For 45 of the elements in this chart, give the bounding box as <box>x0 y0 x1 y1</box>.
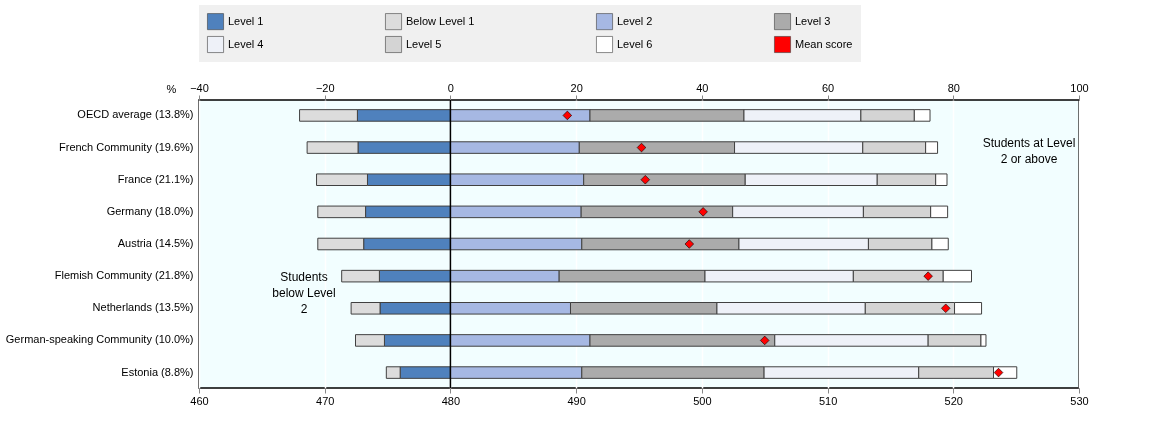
x2-tick-label: −20 <box>315 81 335 94</box>
x2-axis-title: % <box>166 82 177 95</box>
y-tick-label: Netherlands (13.5%) <box>92 301 194 314</box>
x2-tick-label: 80 <box>947 81 960 94</box>
legend-label: Level 1 <box>228 14 264 27</box>
x2-tick-label: 60 <box>821 81 835 94</box>
x2-tick-label: 40 <box>696 81 709 94</box>
legend-label: Level 5 <box>406 37 442 50</box>
x2-tick-label: 0 <box>447 81 454 94</box>
x-tick-label: 500 <box>693 394 712 407</box>
legend-label: Level 6 <box>617 37 653 50</box>
point <box>698 207 708 217</box>
x-tick-label: 530 <box>1070 394 1089 407</box>
point <box>562 110 572 121</box>
point <box>636 142 647 153</box>
legend-label: Below Level 1 <box>406 14 475 27</box>
legend-label: Level 4 <box>228 37 264 50</box>
legend-label: Level 3 <box>795 14 831 27</box>
x-tick-label: 510 <box>818 394 838 407</box>
y-tick-label: French Community (19.6%) <box>59 140 194 153</box>
x2-tick-label: 100 <box>1070 81 1089 94</box>
x-tick-label: 470 <box>316 394 335 407</box>
y-tick-label: OECD average (13.8%) <box>77 108 194 121</box>
point <box>993 367 1004 378</box>
x-tick-label: 520 <box>944 394 963 407</box>
annotation: Students below Level 2 <box>272 270 336 316</box>
x2-tick-label: −40 <box>190 81 209 94</box>
y-tick-label: Estonia (8.8%) <box>121 365 194 378</box>
x2-tick-label: 20 <box>570 81 583 94</box>
x-tick-label: 460 <box>190 394 209 407</box>
legend-label: Mean score <box>795 37 853 50</box>
point <box>760 335 770 346</box>
legend-label: Level 2 <box>617 14 653 27</box>
point <box>640 175 650 185</box>
y-tick-label: France (21.1%) <box>117 172 194 185</box>
y-tick-label: German-speaking Community (10.0%) <box>5 333 194 346</box>
x-tick-label: 490 <box>567 394 586 407</box>
y-tick-label: Flemish Community (21.8%) <box>54 269 194 282</box>
point <box>923 271 933 281</box>
y-tick-label: Austria (14.5%) <box>117 237 194 249</box>
y-tick-label: Germany (18.0%) <box>106 204 194 217</box>
annotation: Students at Level 2 or above <box>982 136 1076 166</box>
x-tick-label: 480 <box>441 394 461 407</box>
point <box>941 303 951 313</box>
point <box>684 239 694 249</box>
